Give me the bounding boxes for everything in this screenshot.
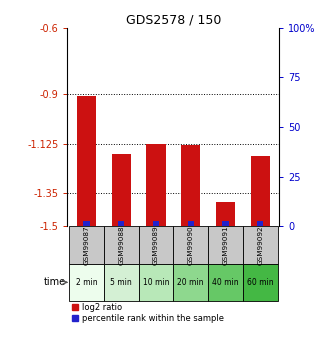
Text: 40 min: 40 min: [212, 278, 239, 287]
Text: 20 min: 20 min: [178, 278, 204, 287]
Text: GSM99091: GSM99091: [222, 225, 229, 265]
Text: 5 min: 5 min: [110, 278, 132, 287]
Bar: [173, 226, 208, 264]
Bar: [104, 226, 139, 264]
Bar: [208, 264, 243, 301]
Bar: [139, 264, 173, 301]
Text: 2 min: 2 min: [76, 278, 97, 287]
Bar: [181, 145, 200, 226]
Bar: [77, 96, 96, 226]
Bar: [118, 221, 124, 226]
Bar: [69, 226, 104, 264]
Bar: [216, 202, 235, 226]
Bar: [243, 226, 278, 264]
Legend: log2 ratio, percentile rank within the sample: log2 ratio, percentile rank within the s…: [72, 303, 224, 323]
Bar: [112, 154, 131, 226]
Bar: [251, 156, 270, 226]
Text: time: time: [44, 277, 66, 287]
Text: 10 min: 10 min: [143, 278, 169, 287]
Bar: [257, 221, 263, 226]
Title: GDS2578 / 150: GDS2578 / 150: [126, 13, 221, 27]
Bar: [69, 264, 104, 301]
Bar: [104, 264, 139, 301]
Text: GSM99087: GSM99087: [83, 225, 90, 265]
Text: GSM99090: GSM99090: [188, 225, 194, 265]
Bar: [139, 226, 173, 264]
Bar: [173, 264, 208, 301]
Bar: [146, 144, 166, 226]
Bar: [187, 221, 194, 226]
Text: GSM99088: GSM99088: [118, 225, 124, 265]
Bar: [243, 264, 278, 301]
Bar: [83, 221, 90, 226]
Text: 60 min: 60 min: [247, 278, 273, 287]
Bar: [222, 221, 229, 226]
Bar: [153, 221, 159, 226]
Bar: [208, 226, 243, 264]
Text: GSM99089: GSM99089: [153, 225, 159, 265]
Text: GSM99092: GSM99092: [257, 225, 263, 265]
